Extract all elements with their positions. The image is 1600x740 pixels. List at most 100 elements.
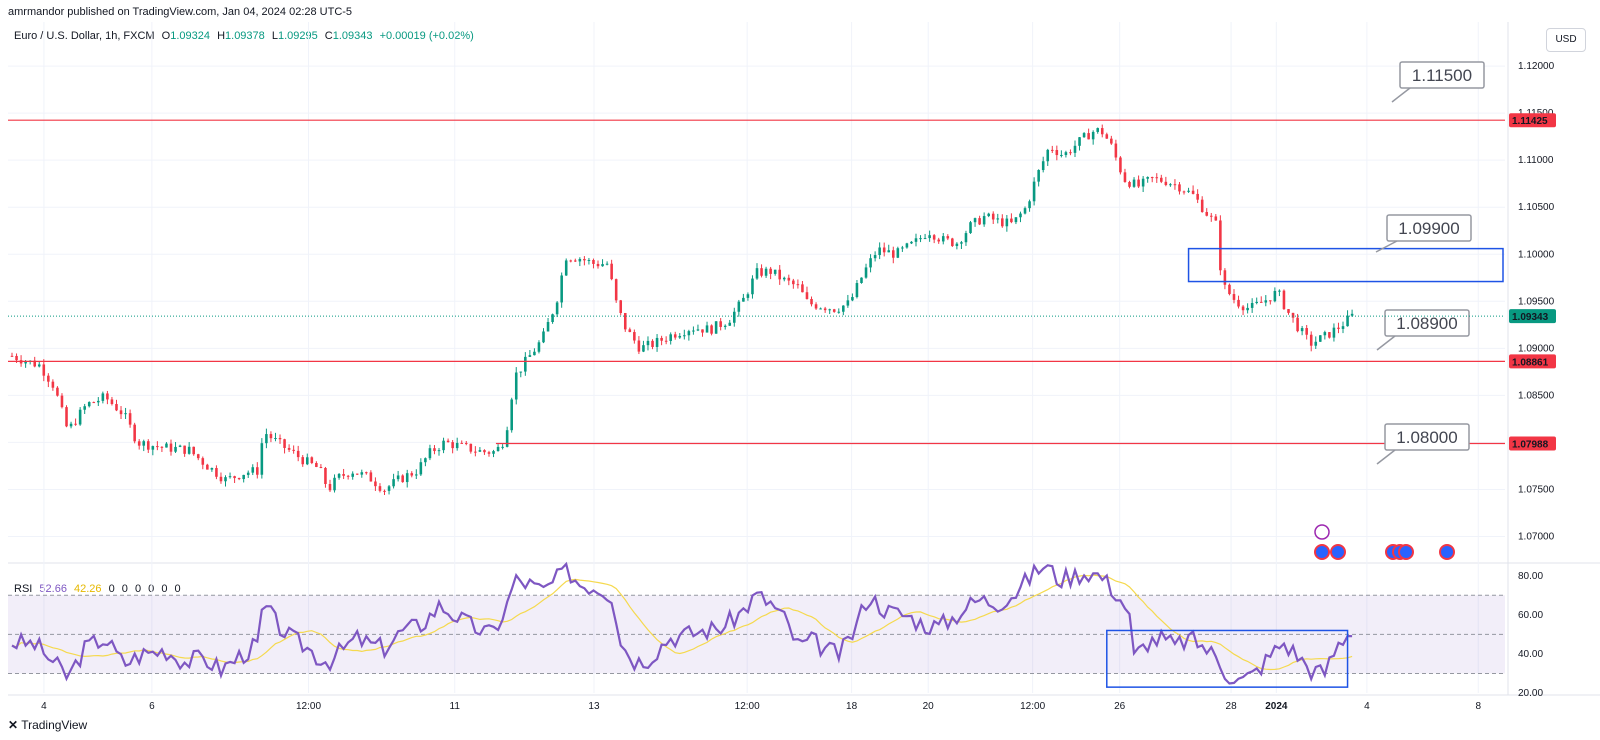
candle-body — [1096, 128, 1099, 132]
candle-body — [1041, 161, 1045, 171]
candle-body — [474, 451, 477, 453]
candle-body — [1169, 184, 1172, 186]
price-callout-box — [1384, 423, 1470, 451]
candle-body — [228, 476, 232, 478]
candle-body — [910, 241, 913, 244]
candle-body — [564, 260, 568, 276]
candle-body — [137, 441, 141, 446]
candle-body — [860, 277, 863, 284]
candle-body — [1141, 178, 1145, 187]
candle-body — [1173, 184, 1177, 186]
close-value: 1.09343 — [332, 30, 373, 42]
candle-body — [964, 233, 968, 243]
candle-body — [614, 279, 618, 301]
candle-body — [551, 314, 554, 322]
footer-brand[interactable]: ✕ TradingView — [8, 718, 87, 732]
candle-body — [842, 305, 845, 312]
candle-body — [919, 238, 922, 240]
candle-body — [1228, 284, 1231, 295]
candle-body — [460, 442, 464, 444]
candle-body — [1264, 300, 1268, 303]
candle-body — [1337, 327, 1340, 329]
candle-body — [1155, 177, 1159, 179]
open-value: 1.09324 — [170, 30, 210, 42]
time-tick-label: 20 — [923, 701, 935, 712]
candle-body — [83, 406, 86, 410]
candle-body — [619, 300, 623, 313]
candle-body — [1323, 332, 1327, 336]
candle-body — [1309, 334, 1313, 346]
candle-body — [1010, 218, 1013, 223]
candle-body — [878, 247, 881, 256]
time-tick-label: 4 — [41, 701, 47, 712]
candle-body — [719, 321, 722, 327]
time-tick-label: 4 — [1364, 701, 1370, 712]
rsi-extra-4: 0 — [161, 583, 168, 595]
candle-body — [996, 218, 1000, 220]
candle-body — [487, 452, 491, 454]
candle-body — [237, 478, 241, 480]
events — [1314, 524, 1455, 560]
rsi-title[interactable]: RSI — [14, 583, 33, 595]
candle-body — [328, 483, 332, 491]
candle-body — [637, 340, 641, 352]
candle-body — [1128, 181, 1131, 187]
rsi-extra-1: 0 — [121, 583, 128, 595]
candles — [10, 124, 1354, 496]
candle-body — [455, 442, 459, 449]
level-price-tag — [1509, 436, 1556, 451]
candle-body — [65, 407, 68, 427]
rsi-extra-3: 0 — [148, 583, 155, 595]
candle-body — [546, 321, 550, 332]
price-tick-label: 1.09000 — [1518, 343, 1555, 354]
candle-body — [1187, 190, 1190, 192]
candle-body — [269, 434, 273, 439]
candle-body — [183, 445, 186, 454]
candle-body — [937, 239, 940, 242]
candle-body — [1150, 177, 1154, 179]
candle-body — [74, 423, 77, 425]
candle-body — [728, 322, 732, 326]
price-tick-label: 1.10000 — [1518, 249, 1555, 260]
candle-body — [778, 269, 782, 280]
candle-body — [773, 269, 777, 274]
candle-body — [1291, 312, 1295, 318]
candle-body — [192, 446, 195, 455]
currency-button[interactable]: USD — [1546, 28, 1586, 52]
candle-body — [601, 264, 604, 267]
candle-body — [1050, 149, 1054, 151]
candle-body — [1191, 190, 1195, 194]
rsi-value: 52.66 — [39, 583, 67, 595]
candle-body — [483, 450, 486, 453]
candle-body — [514, 372, 518, 400]
callout-pointer — [1375, 240, 1398, 253]
candle-body — [1300, 328, 1304, 332]
candle-body — [401, 475, 404, 483]
candle-body — [451, 442, 454, 449]
candle-body — [128, 413, 132, 425]
candle-body — [651, 340, 654, 347]
open-label: O — [161, 30, 171, 42]
candle-body — [914, 238, 918, 242]
candle-body — [278, 438, 282, 440]
candle-body — [1269, 300, 1272, 302]
rsi-axis: 20.00 40.00 60.00 80.00 — [1518, 571, 1543, 699]
candle-body — [896, 248, 900, 258]
candle-body — [1119, 157, 1122, 173]
symbol-name[interactable]: Euro / U.S. Dollar, 1h, FXCM — [14, 30, 155, 42]
candle-body — [510, 399, 513, 431]
candle-body — [360, 472, 364, 475]
candle-body — [955, 243, 959, 247]
time-tick-label: 6 — [149, 701, 155, 712]
price-tick-label: 1.07000 — [1518, 531, 1555, 542]
footer-brand-label: TradingView — [21, 718, 88, 732]
candle-body — [1087, 133, 1090, 140]
price-tick-label: 1.12000 — [1518, 61, 1555, 72]
candle-body — [256, 467, 259, 475]
candle-body — [714, 321, 718, 334]
candle-body — [1305, 328, 1308, 335]
candle-body — [982, 216, 986, 225]
candle-body — [433, 448, 436, 452]
candle-body — [337, 474, 341, 478]
